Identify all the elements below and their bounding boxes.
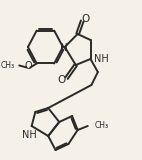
Text: N: N xyxy=(60,43,68,53)
Text: CH₃: CH₃ xyxy=(94,121,108,131)
Text: CH₃: CH₃ xyxy=(1,61,15,70)
Text: NH: NH xyxy=(94,54,109,64)
Text: O: O xyxy=(25,61,32,72)
Text: NH: NH xyxy=(21,130,36,140)
Text: O: O xyxy=(82,14,90,24)
Text: O: O xyxy=(58,75,66,85)
